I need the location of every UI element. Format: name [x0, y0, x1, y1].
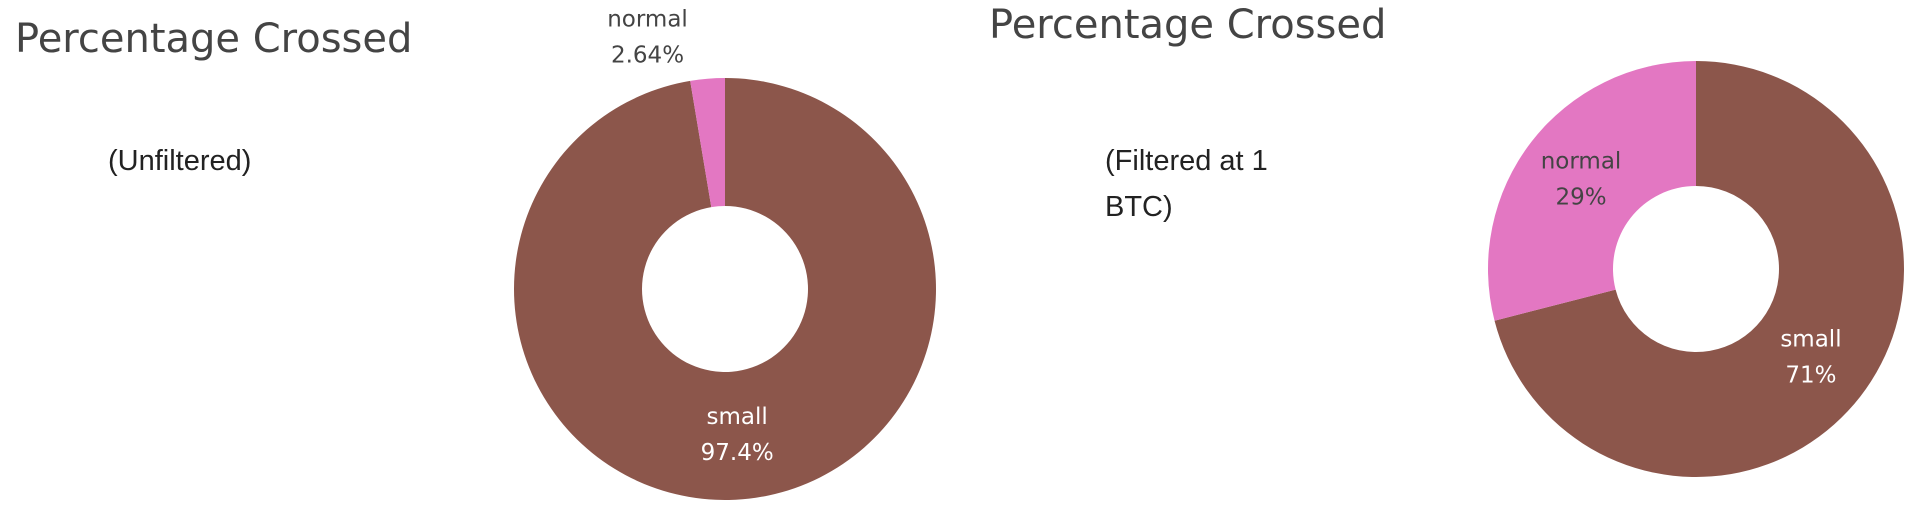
- slice-label: normal: [607, 7, 688, 33]
- pie-slice: [1494, 61, 1904, 478]
- chart-title: Percentage Crossed: [15, 16, 413, 62]
- pie-slice: [1487, 61, 1696, 321]
- slice-label: small: [707, 404, 768, 430]
- chart-title: Percentage Crossed: [989, 2, 1387, 48]
- pie-slice: [514, 78, 937, 501]
- chart-subtitle: (Unfiltered): [108, 145, 252, 177]
- slice-value-label: 97.4%: [701, 440, 774, 466]
- chart-subtitle: (Filtered at 1 BTC): [1105, 145, 1268, 223]
- slice-label: small: [1780, 327, 1841, 353]
- slice-value-label: 29%: [1555, 184, 1606, 210]
- slice-value-label: 71%: [1785, 363, 1836, 389]
- slice-value-label: 2.64%: [611, 43, 684, 69]
- slice-label: normal: [1541, 148, 1622, 174]
- pie-slice: [690, 78, 725, 208]
